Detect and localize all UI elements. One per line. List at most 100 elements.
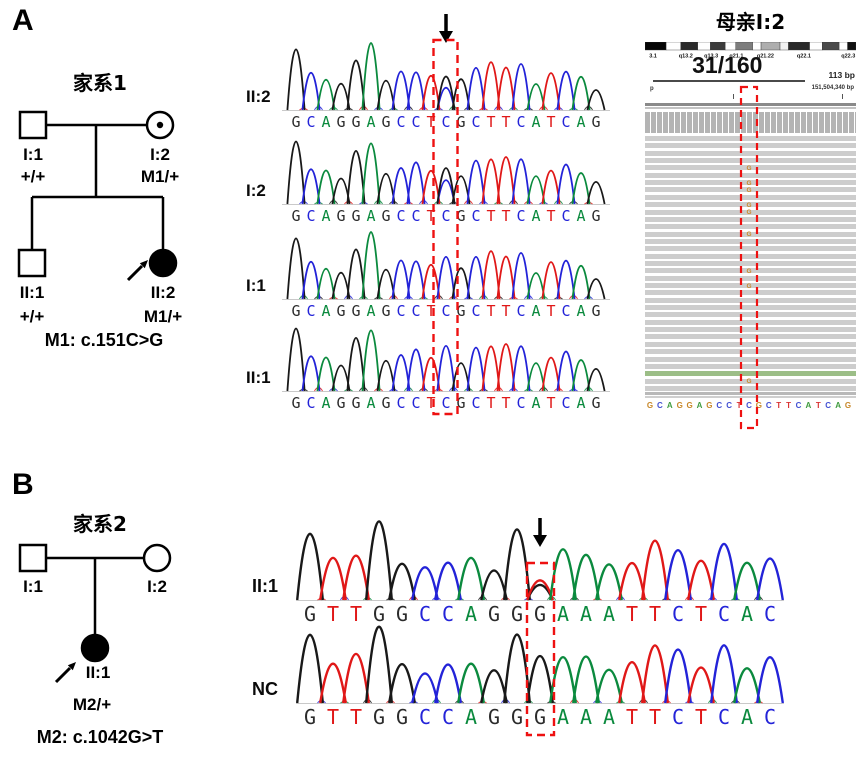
- igv-ref-base-letter: A: [805, 401, 812, 410]
- trace-peak: [571, 359, 591, 392]
- trace-peak: [436, 344, 456, 392]
- trace-peak: [365, 625, 393, 704]
- igv-alt-base-letter: G: [746, 231, 752, 239]
- track-separator: [645, 392, 856, 395]
- trace-peak: [481, 250, 501, 300]
- igv-read-row: [645, 290, 856, 296]
- sequence-letter: G: [291, 394, 300, 412]
- trace-peak: [365, 520, 393, 601]
- igv-ref-base-letter: T: [815, 401, 821, 410]
- trace-peak: [286, 237, 306, 300]
- sequence-letter: C: [561, 113, 570, 131]
- sequence-letter: C: [471, 207, 480, 225]
- sequence-letter: G: [381, 394, 390, 412]
- trace-peak: [301, 168, 321, 205]
- trace-peak: [319, 556, 347, 601]
- sequence-letter: A: [576, 302, 585, 320]
- sequence-letter: A: [366, 394, 375, 412]
- sequence-letter: C: [411, 394, 420, 412]
- sequence-letter: C: [441, 113, 450, 131]
- trace-peak: [388, 663, 416, 704]
- igv-read-row: [645, 260, 856, 266]
- igv-read-row: [645, 297, 856, 303]
- trace-peak: [481, 61, 501, 111]
- trace-peak: [710, 644, 738, 704]
- trace-peak: [556, 260, 576, 300]
- proband-id: II:2: [151, 283, 176, 302]
- sequence-letter: C: [764, 705, 776, 729]
- sequence-letter: T: [546, 113, 555, 131]
- sequence-letter: A: [531, 113, 540, 131]
- scale-bar-label: 113 bp: [828, 70, 855, 80]
- sequence-letter: T: [695, 705, 707, 729]
- trace-peak: [342, 554, 370, 601]
- igv-ref-base-letter: T: [786, 401, 792, 410]
- sequence-letter: A: [603, 705, 615, 729]
- sequence-letter: G: [396, 705, 408, 729]
- ideogram-band-label: q13.2: [679, 54, 693, 60]
- igv-alt-base-letter: G: [746, 267, 752, 275]
- trace-peak: [503, 633, 531, 704]
- ideogram-band-label: q22.3: [841, 54, 855, 60]
- igv-read-row: [645, 356, 856, 362]
- ideogram-band-label: q21.22: [757, 54, 774, 60]
- sibling-symbol-male: [17, 248, 47, 278]
- sequence-letter: T: [546, 207, 555, 225]
- trace-peak: [511, 158, 531, 205]
- sequence-letter: G: [456, 302, 465, 320]
- sequence-letter: T: [426, 207, 435, 225]
- igv-read-row: [645, 158, 856, 164]
- trace-peak: [376, 172, 396, 205]
- trace-noise: [479, 388, 488, 392]
- trace-peak: [595, 563, 623, 601]
- igv-read-row: [645, 349, 856, 355]
- sequence-letter: G: [488, 602, 500, 626]
- trace-peak: [556, 71, 576, 111]
- sequence-letter: G: [381, 302, 390, 320]
- igv-panel: 母亲I:2 3.1 q13.2 q13.3 q21.1 q21.22 q22.1 q22.3…: [645, 6, 856, 442]
- sequence-letter: G: [381, 207, 390, 225]
- sequence-letter: T: [501, 394, 510, 412]
- igv-ref-base-letter: C: [795, 401, 802, 410]
- igv-ref-base-letter: A: [666, 401, 673, 410]
- sequence-letter: A: [603, 602, 615, 626]
- sequence-letter: G: [336, 113, 345, 131]
- trace-peak: [541, 356, 561, 392]
- sequence-letter: T: [426, 302, 435, 320]
- trace-peak: [641, 539, 669, 601]
- trace-peak: [466, 67, 486, 111]
- trace-peak: [457, 662, 485, 704]
- trace-peak: [480, 669, 508, 704]
- igv-read-row: [645, 305, 856, 311]
- trace-noise: [554, 296, 563, 300]
- ruler-tick: [842, 94, 843, 99]
- sequence-letter: C: [516, 207, 525, 225]
- igv-ref-base-letter: A: [835, 401, 841, 410]
- trace-peak: [549, 548, 577, 601]
- sequence-letter: T: [327, 602, 339, 626]
- trace-peak: [541, 169, 561, 205]
- trace-noise: [509, 296, 518, 300]
- trace-peak: [756, 557, 784, 601]
- trace-peak: [549, 655, 577, 704]
- trace-peak: [391, 354, 411, 392]
- igv-ref-base-letter: T: [776, 401, 782, 410]
- trace-peak: [641, 644, 669, 704]
- trace-peak: [434, 663, 462, 704]
- igv-alt-base-letter: G: [746, 209, 752, 216]
- father-id: I:1: [23, 145, 43, 164]
- sequence-letter: C: [419, 602, 431, 626]
- trace-peak: [756, 656, 784, 704]
- sequence-letter: C: [396, 394, 405, 412]
- sequence-letter: G: [351, 113, 360, 131]
- sequence-letter: T: [649, 602, 661, 626]
- sequence-letter: G: [291, 207, 300, 225]
- sequence-letter: A: [366, 207, 375, 225]
- trace-peak: [436, 167, 456, 205]
- trace-peak: [457, 556, 485, 601]
- trace-peak: [346, 337, 366, 392]
